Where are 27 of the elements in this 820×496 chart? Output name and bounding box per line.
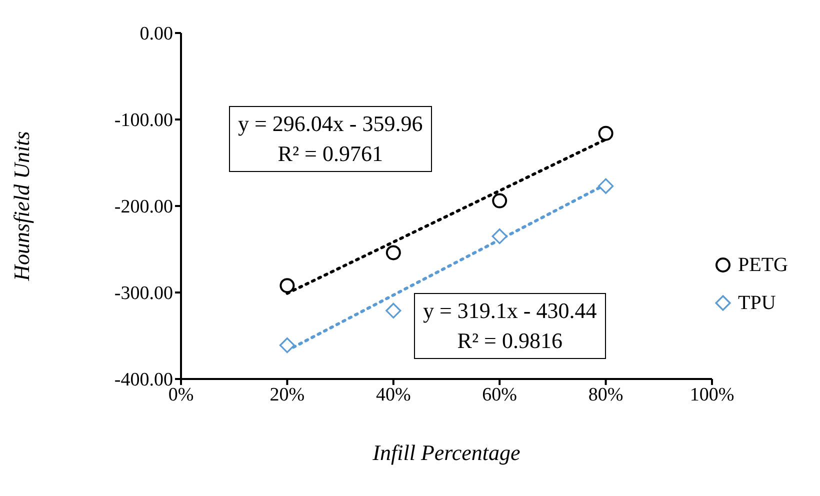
annotation: R² = 0.9761 (276, 140, 384, 168)
x-tick-label: 80% (588, 384, 624, 406)
x-axis-title: Infill Percentage (372, 440, 522, 466)
point (280, 278, 295, 294)
y-tick-label: -200.00 (114, 196, 173, 218)
x-tick-label: 60% (482, 384, 518, 406)
x-tick-label: 40% (376, 384, 411, 406)
y-tick-label: -300.00 (114, 283, 173, 304)
equation-box: y = 319.1x - 430.44 R² = 0.9816 (414, 293, 606, 359)
y-tick-label: 0.00 (140, 24, 173, 45)
point (386, 245, 401, 260)
y-tick-label: -100.00 (114, 110, 173, 132)
point (492, 228, 508, 244)
annotation: y = 296.04x - 359.96 (238, 110, 423, 138)
legend-label: TPU (738, 292, 776, 314)
point (492, 193, 508, 208)
point (279, 337, 295, 354)
annotation: R² = 0.9816 (456, 327, 564, 355)
legend-label: PETG (738, 254, 788, 276)
point (386, 302, 402, 318)
annotation: y = 319.1x - 430.44 (423, 297, 597, 325)
x-tick-label: 20% (270, 384, 305, 406)
equation-box: y = 296.04x - 359.96 R² = 0.9761 (229, 106, 432, 172)
y-axis-title: Hounsfield Units (9, 131, 35, 281)
point (598, 178, 614, 194)
point (598, 126, 614, 141)
x-tick-label: 100% (690, 384, 734, 406)
